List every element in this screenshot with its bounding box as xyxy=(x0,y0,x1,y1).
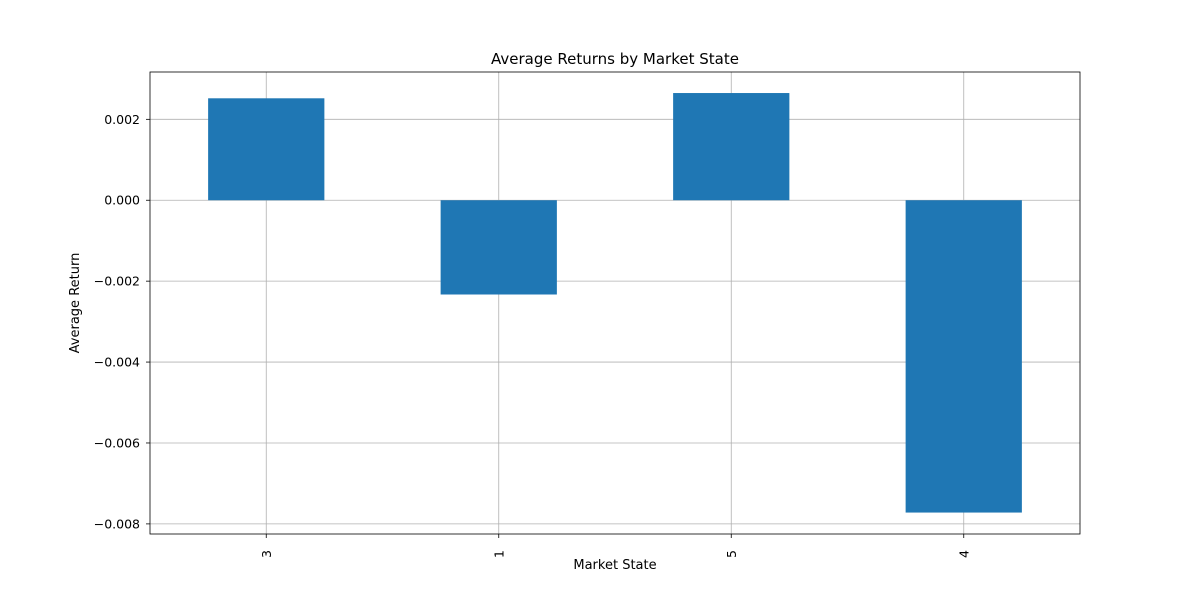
y-tick-label: −0.004 xyxy=(94,355,140,370)
y-tick-label: 0.002 xyxy=(104,112,140,127)
y-axis-ticks: 0.002 0.000 −0.002 −0.004 −0.006 −0.008 xyxy=(94,112,150,531)
x-tick-label: 3 xyxy=(259,550,274,558)
x-axis-label: Market State xyxy=(573,558,656,573)
x-tick-label: 4 xyxy=(956,550,971,558)
plot-border xyxy=(149,71,1081,535)
bars xyxy=(208,93,1022,513)
y-tick-label: −0.008 xyxy=(94,516,140,531)
bar-state-3 xyxy=(208,98,325,201)
y-axis-label: Average Return xyxy=(68,253,83,354)
y-tick-label: −0.006 xyxy=(94,435,140,450)
bar-state-5 xyxy=(673,93,790,201)
plot-frame xyxy=(149,71,1081,535)
y-tick-label: −0.002 xyxy=(94,274,140,289)
x-axis-ticks: 3 1 5 4 xyxy=(259,534,971,558)
x-tick-label: 1 xyxy=(491,550,506,558)
x-tick-label: 5 xyxy=(724,550,739,558)
chart-title: Average Returns by Market State xyxy=(491,50,739,68)
bar-state-1 xyxy=(440,200,557,295)
bar-state-4 xyxy=(905,200,1022,513)
y-tick-label: 0.000 xyxy=(104,193,140,208)
